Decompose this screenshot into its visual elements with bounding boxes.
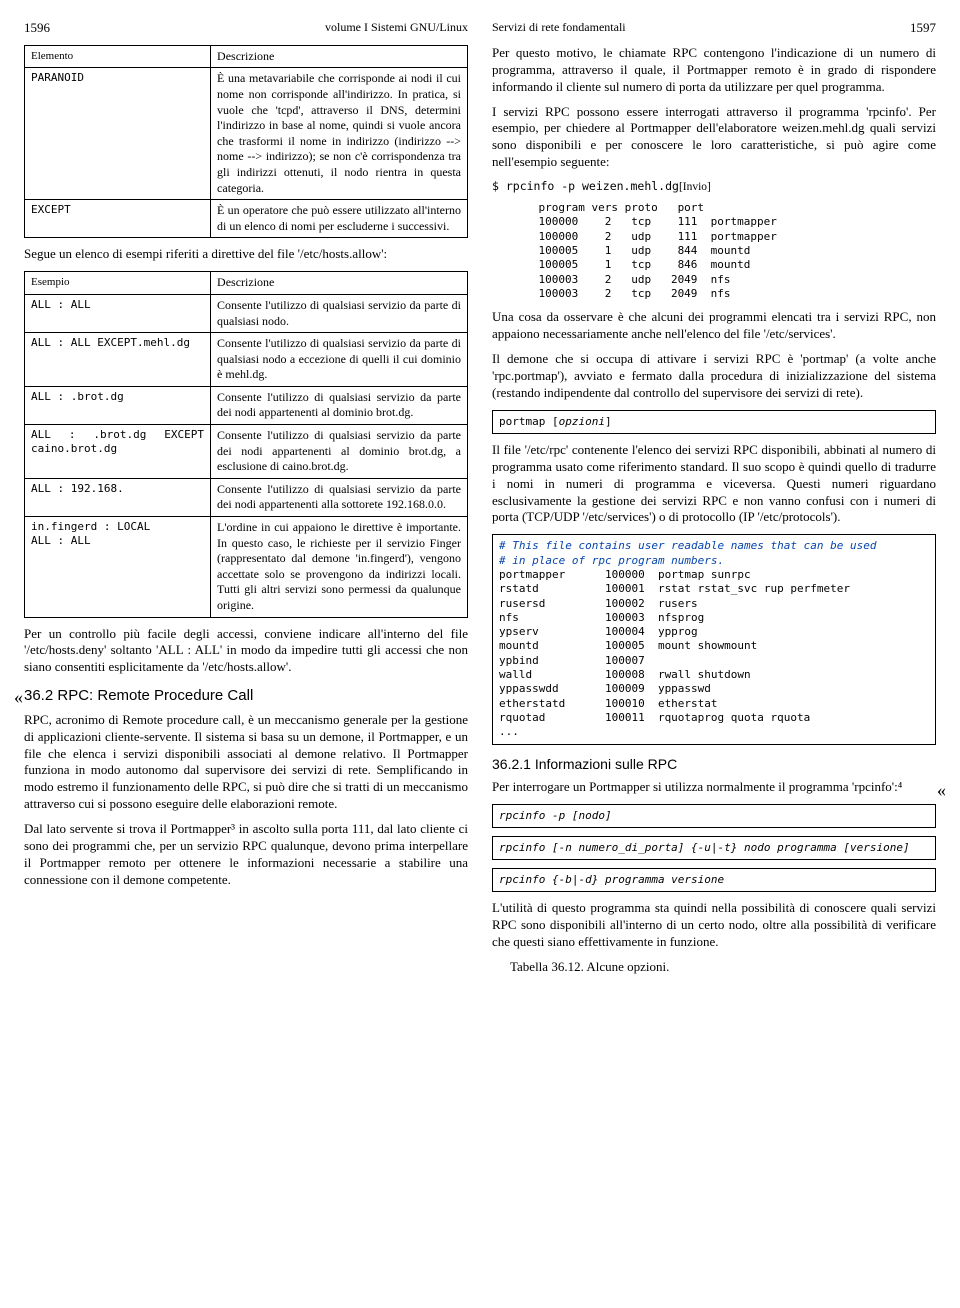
para-rpc-intro: RPC, acronimo di Remote procedure call, … [24,712,468,813]
quote-mark-icon: « [14,686,23,709]
command-line: $ rpcinfo -p weizen.mehl.dg[Invio] [492,179,936,195]
table-row: ALL : ALLConsente l'utilizzo di qualsias… [25,294,468,332]
table-row: PARANOIDÈ una metavariabile che corrispo… [25,68,468,200]
para-utility: L'utilità di questo programma sta quindi… [492,900,936,951]
rpc-output: program vers proto port 100000 2 tcp 111… [512,201,936,301]
table-row: EXCEPTÈ un operatore che può essere util… [25,200,468,238]
para-rpc-calls: Per questo motivo, le chiamate RPC conte… [492,45,936,96]
right-header: Servizi di rete fondamentali 1597 [492,20,936,37]
quote-mark-icon: « [937,779,946,802]
page-num-left: 1596 [24,20,50,37]
table-row: ALL : .brot.dgConsente l'utilizzo di qua… [25,386,468,424]
subsection-title: 36.2.1 Informazioni sulle RPC [492,755,936,773]
para-portmapper: Dal lato servente si trova il Portmapper… [24,821,468,889]
table-row: ALL : ALL EXCEPT.mehl.dgConsente l'utili… [25,333,468,387]
syntax-rpcinfo-n: rpcinfo [-n numero_di_porta] {-u|-t} nod… [492,836,936,860]
header-text-left: volume I Sistemi GNU/Linux [325,20,468,37]
rpc-file-box: # This file contains user readable names… [492,534,936,744]
para-etc-rpc: Il file '/etc/rpc' contenente l'elenco d… [492,442,936,526]
table-row: ElementoDescrizione [25,45,468,68]
table-row: in.fingerd : LOCAL ALL : ALLL'ordine in … [25,517,468,618]
table-row: EsempioDescrizione [25,272,468,295]
header-text-right: Servizi di rete fondamentali [492,20,626,37]
syntax-rpcinfo-p: rpcinfo -p [nodo] [492,804,936,828]
para-portmap-daemon: Il demone che si occupa di attivare i se… [492,351,936,402]
left-column: 1596 volume I Sistemi GNU/Linux Elemento… [24,20,468,984]
table-caption: Tabella 36.12. Alcune opzioni. [510,959,936,976]
para-wrap: « Per interrogare un Portmapper si utili… [492,779,936,796]
section-title: 36.2 RPC: Remote Procedure Call [24,686,468,706]
left-header: 1596 volume I Sistemi GNU/Linux [24,20,468,37]
table-elements: ElementoDescrizione PARANOIDÈ una metava… [24,45,468,239]
page-num-right: 1597 [910,20,936,37]
table-row: ALL : .brot.dg EXCEPT caino.brot.dgConse… [25,425,468,479]
para-rpcinfo: I servizi RPC possono essere interrogati… [492,104,936,172]
para-interrogate: Per interrogare un Portmapper si utilizz… [492,779,936,796]
table-examples: EsempioDescrizione ALL : ALLConsente l'u… [24,271,468,617]
syntax-portmap: portmap [opzioni] [492,410,936,434]
para-services: Una cosa da osservare è che alcuni dei p… [492,309,936,343]
table-row: ALL : 192.168.Consente l'utilizzo di qua… [25,478,468,516]
right-column: Servizi di rete fondamentali 1597 Per qu… [492,20,936,984]
section-heading-wrap: « 36.2 RPC: Remote Procedure Call [24,686,468,706]
para-control: Per un controllo più facile degli access… [24,626,468,677]
intro-examples: Segue un elenco di esempi riferiti a dir… [24,246,468,263]
syntax-rpcinfo-bd: rpcinfo {-b|-d} programma versione [492,868,936,892]
